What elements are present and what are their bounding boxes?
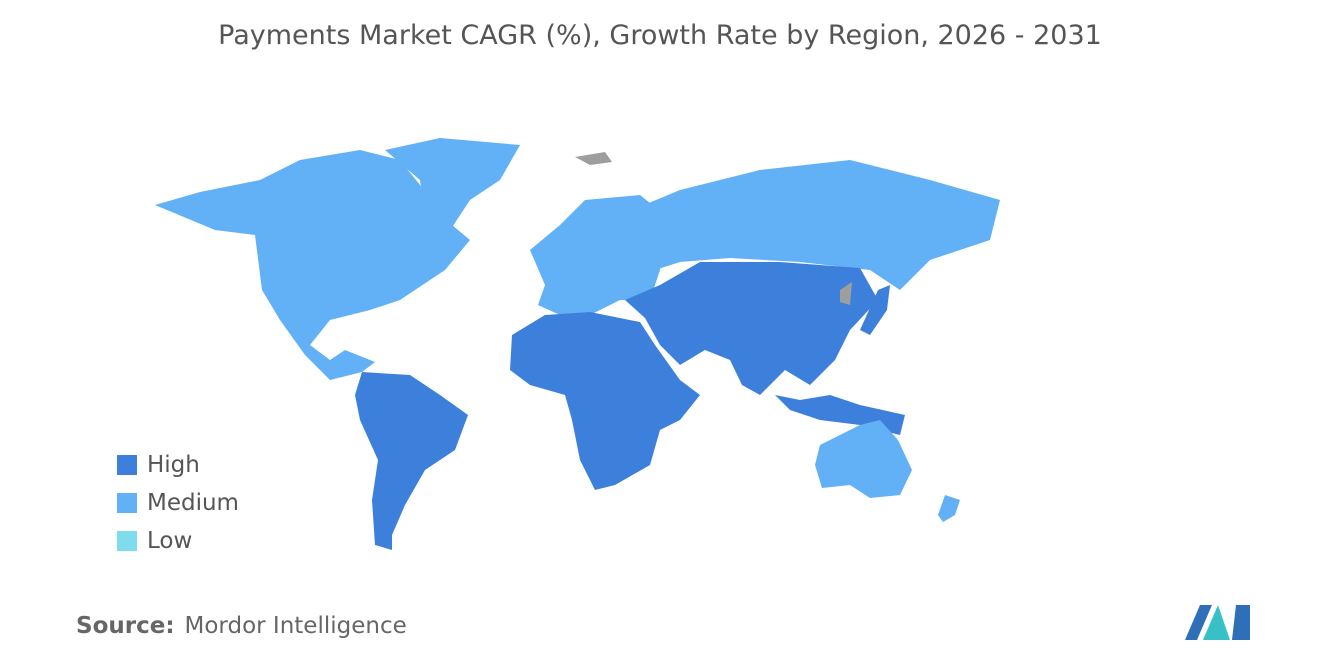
legend-swatch — [117, 493, 137, 513]
source-text: Mordor Intelligence — [184, 613, 407, 639]
region-australia — [815, 420, 912, 498]
region-japan — [860, 285, 890, 335]
region-russia — [620, 160, 1000, 290]
region-greenland — [385, 138, 520, 238]
legend-item: Medium — [117, 490, 239, 516]
region-no-data — [840, 282, 852, 305]
legend-label: High — [147, 452, 200, 478]
legend-label: Low — [147, 528, 193, 554]
legend-swatch — [117, 455, 137, 475]
logo — [1185, 605, 1212, 640]
legend-item: High — [117, 452, 200, 478]
source: Source: Mordor Intelligence — [76, 613, 407, 639]
legend-swatch — [117, 531, 137, 551]
title: Payments Market CAGR (%), Growth Rate by… — [218, 20, 1102, 51]
logo — [1232, 605, 1250, 640]
region-south-america — [355, 372, 468, 550]
region-new-zealand — [938, 495, 960, 522]
source-label: Source: — [76, 613, 175, 639]
region-north-america — [155, 150, 470, 380]
region-asia — [625, 262, 878, 395]
legend-label: Medium — [147, 490, 239, 516]
region-africa — [510, 312, 700, 490]
region-no-data — [575, 152, 612, 165]
legend-item: Low — [117, 528, 192, 554]
logo — [1203, 605, 1230, 640]
